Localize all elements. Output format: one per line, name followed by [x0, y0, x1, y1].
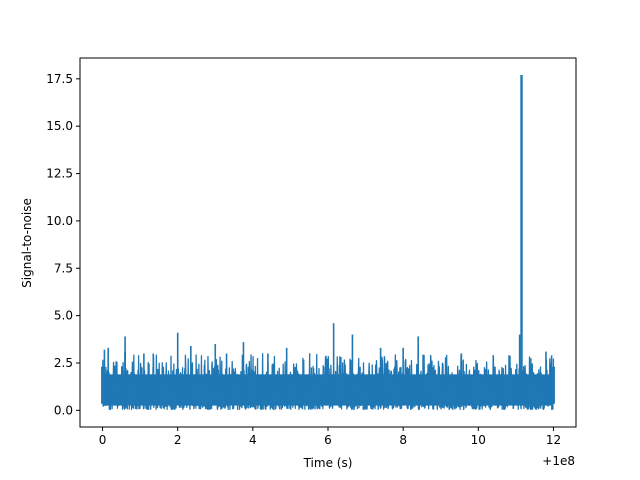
y-tick-label-5: 12.5: [46, 167, 73, 181]
y-tick-label-3: 7.5: [54, 261, 73, 275]
x-tick-label-1: 2: [174, 433, 182, 447]
x-tick-label-3: 6: [324, 433, 332, 447]
y-tick-label-1: 2.5: [54, 356, 73, 370]
y-tick-label-0: 0.0: [54, 403, 73, 417]
x-tick-label-0: 0: [99, 433, 107, 447]
x-axis-label: Time (s): [303, 456, 353, 470]
y-tick-label-6: 15.0: [46, 119, 73, 133]
series-layer: [101, 75, 555, 411]
x-offset-label: +1e8: [542, 454, 575, 468]
axes-layer: 0 2 4 6 8 10 12 0.0 2.5 5.0 7.5 10.0 12.5 15.0 17.5: [46, 57, 577, 447]
y-tick-label-7: 17.5: [46, 72, 73, 86]
y-axis-label: Signal-to-noise: [20, 198, 34, 288]
x-tick-label-4: 8: [399, 433, 407, 447]
y-tick-label-4: 10.0: [46, 214, 73, 228]
x-tick-label-2: 4: [249, 433, 257, 447]
x-tick-label-5: 10: [471, 433, 486, 447]
y-tick-label-2: 5.0: [54, 309, 73, 323]
x-tick-label-6: 12: [546, 433, 561, 447]
